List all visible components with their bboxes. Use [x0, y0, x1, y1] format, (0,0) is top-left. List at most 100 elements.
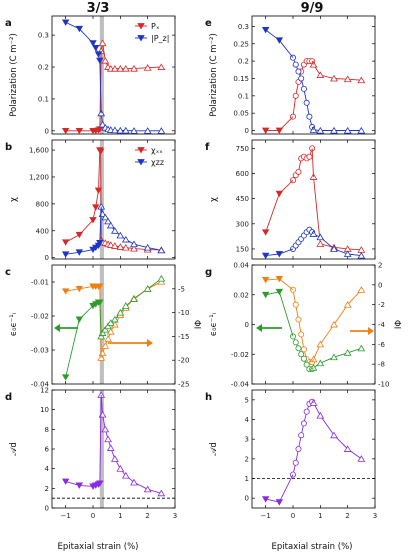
data-point: [110, 64, 119, 72]
data-point: [298, 351, 305, 358]
data-point: [330, 320, 338, 328]
x-axis-title-right: Epitaxial strain (%): [272, 542, 353, 552]
data-point: [157, 274, 166, 282]
data-point: [101, 213, 110, 221]
y-tick-label: 750: [236, 145, 249, 153]
x-tick-label: 2: [145, 512, 149, 520]
data-point: [316, 340, 325, 348]
data-point: [143, 63, 152, 71]
data-point: [300, 420, 307, 427]
data-point: [330, 353, 338, 361]
panel-f: 150 300 450 600 750 χ f: [205, 139, 376, 260]
series-line-green-left: [65, 301, 100, 378]
series-connector: [311, 148, 314, 177]
y-tick-label: 0: [45, 254, 49, 262]
plot-frame: [51, 15, 176, 135]
data-point: [110, 455, 119, 462]
data-point: [330, 126, 338, 134]
data-point: [116, 231, 125, 239]
data-point: [343, 75, 352, 83]
data-point: [261, 496, 270, 503]
y-tick-label-right: -10: [378, 381, 389, 389]
y-tick-label: 5: [245, 396, 249, 404]
data-point: [130, 478, 138, 486]
panel-b: 0 400 800 1,200 1,600 χ b χₓₓ χzz: [5, 139, 176, 262]
series-connector: [99, 206, 102, 243]
x-tick-label: 0: [91, 512, 95, 520]
data-point: [295, 345, 302, 352]
data-point: [92, 204, 100, 211]
data-point: [292, 61, 299, 68]
data-point: [121, 126, 130, 134]
series-connector: [279, 248, 294, 255]
data-point: [61, 374, 70, 381]
data-point: [75, 127, 84, 135]
panel-label: e: [205, 18, 212, 29]
data-point: [106, 444, 115, 451]
legend-marker: [137, 35, 145, 42]
plot-frame: [51, 264, 176, 385]
y-tick-label: 1: [245, 475, 249, 483]
x-axis-title-left: Epitaxial strain (%): [58, 542, 139, 552]
y-tick-label: 4: [45, 465, 50, 473]
y-tick-label: -0.01: [31, 279, 49, 287]
data-point: [357, 344, 366, 352]
y-tick-label: 0.02: [233, 291, 249, 299]
y-axis-title: ϵ₀ϵ⁻¹ₗ: [9, 313, 19, 336]
y-tick-label: 0.25: [233, 40, 249, 48]
data-point: [75, 482, 84, 489]
panel-label: d: [5, 392, 12, 403]
data-point: [303, 361, 310, 368]
y-axis-title: 𝒜d: [209, 442, 219, 455]
series-connector: [278, 474, 294, 503]
panel-label: h: [205, 392, 212, 403]
data-point: [116, 464, 125, 472]
x-tick-label: 1: [118, 512, 122, 520]
data-point: [110, 315, 119, 323]
series-connector: [311, 367, 314, 370]
data-point: [298, 432, 305, 439]
data-point: [104, 322, 112, 330]
data-point: [157, 489, 166, 497]
data-point: [89, 217, 97, 224]
data-point: [106, 319, 115, 326]
y-tick-label: 0: [245, 321, 249, 329]
data-point: [330, 431, 338, 439]
data-point: [130, 295, 138, 302]
y-tick-label-right: -15: [178, 333, 189, 341]
data-point: [75, 285, 84, 293]
plot-frame: [51, 139, 176, 260]
panel-label: f: [205, 142, 210, 153]
data-point: [295, 168, 302, 175]
data-point: [104, 435, 112, 443]
data-point: [75, 231, 84, 239]
data-point: [316, 71, 325, 78]
data-point: [121, 235, 130, 243]
data-point: [292, 301, 299, 308]
data-point: [106, 221, 115, 229]
series-connector: [311, 60, 314, 65]
y-tick-label: 12: [40, 387, 49, 395]
panel-g: 0.04 0.02 0 -0.02 -0.04 2 0 -2 -4 -6 -8 -10 ϵ₀ϵ⁻¹ₗ IΦ…: [205, 262, 404, 389]
panel-label: b: [5, 142, 12, 153]
y-tick-label: -0.02: [231, 351, 249, 359]
data-point: [121, 302, 130, 309]
series-connector: [279, 179, 294, 194]
series-line-Px: [100, 43, 162, 70]
data-point: [343, 349, 352, 356]
x-tick-label: 0: [291, 512, 295, 520]
series-line-χxx: [65, 148, 102, 243]
y-tick-label-right: 0: [378, 281, 382, 289]
data-point: [61, 127, 70, 135]
data-point: [130, 240, 138, 248]
data-point: [357, 455, 366, 462]
data-point: [110, 227, 119, 234]
data-point: [61, 251, 70, 258]
legend-marker: [137, 23, 145, 30]
data-point: [104, 335, 112, 342]
series-connector: [279, 116, 294, 131]
data-point: [295, 316, 302, 323]
y-tick-label: 0.1: [238, 92, 249, 100]
data-point: [343, 300, 352, 308]
